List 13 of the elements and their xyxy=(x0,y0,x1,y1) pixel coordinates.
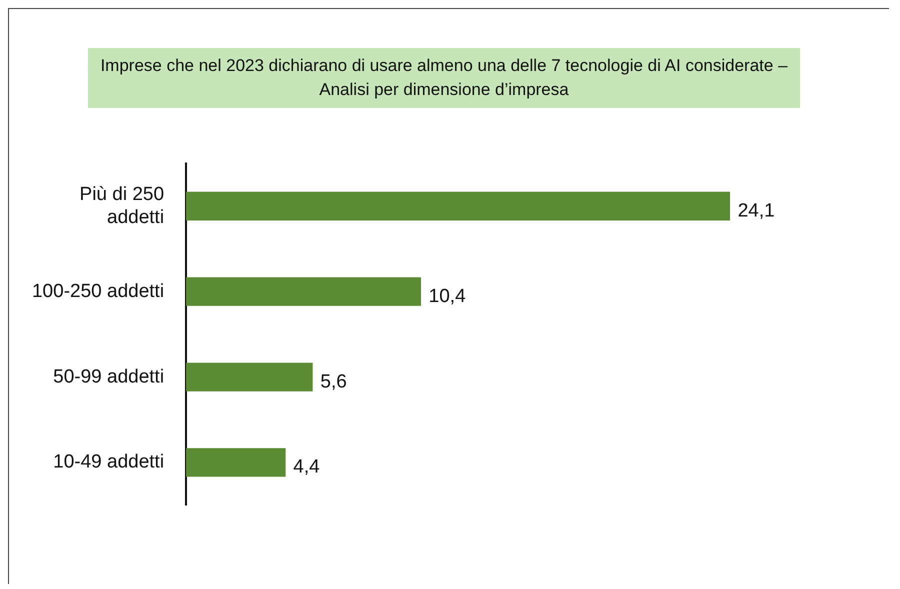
data-label: 5,6 xyxy=(320,371,347,392)
data-label: 10,4 xyxy=(428,286,466,307)
bar xyxy=(186,362,313,392)
data-label: 24,1 xyxy=(738,200,775,222)
y-tick-label: Più di 250 addetti xyxy=(80,184,164,228)
data-label: 4,4 xyxy=(293,456,320,478)
y-tick-label: 10-49 addetti xyxy=(53,452,164,473)
bar xyxy=(186,448,286,477)
y-tick-label: 100-250 addetti xyxy=(32,280,164,302)
bar xyxy=(186,192,730,220)
bar xyxy=(186,277,421,306)
y-tick-label: 50-99 addetti xyxy=(53,366,164,388)
chart-title: Imprese che nel 2023 dichiarano di usare almeno una delle 7 tecnologie di AI considerate – Analisi per dimensione d’impresa xyxy=(88,48,800,108)
